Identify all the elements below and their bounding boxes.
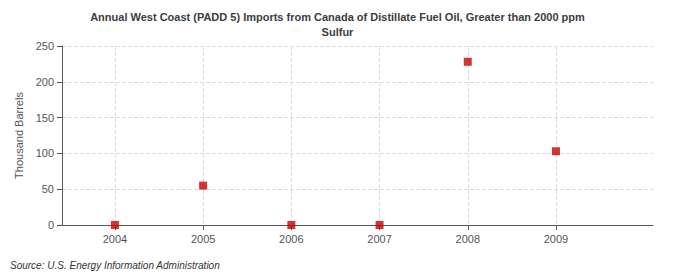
- svg-text:Sulfur: Sulfur: [322, 26, 354, 38]
- svg-text:Thousand Barrels: Thousand Barrels: [13, 92, 25, 179]
- svg-text:2004: 2004: [103, 233, 127, 245]
- svg-text:2005: 2005: [191, 233, 215, 245]
- svg-text:0: 0: [48, 219, 54, 231]
- svg-text:50: 50: [42, 183, 54, 195]
- svg-text:150: 150: [36, 112, 54, 124]
- svg-text:2007: 2007: [367, 233, 391, 245]
- svg-text:Source: U.S. Energy Informatio: Source: U.S. Energy Information Administ…: [10, 260, 220, 271]
- svg-text:250: 250: [36, 40, 54, 52]
- svg-text:200: 200: [36, 76, 54, 88]
- svg-text:100: 100: [36, 147, 54, 159]
- svg-text:Annual West Coast (PADD 5) Imp: Annual West Coast (PADD 5) Imports from …: [90, 11, 585, 23]
- svg-text:2006: 2006: [279, 233, 303, 245]
- svg-text:2009: 2009: [544, 233, 568, 245]
- svg-text:2008: 2008: [456, 233, 480, 245]
